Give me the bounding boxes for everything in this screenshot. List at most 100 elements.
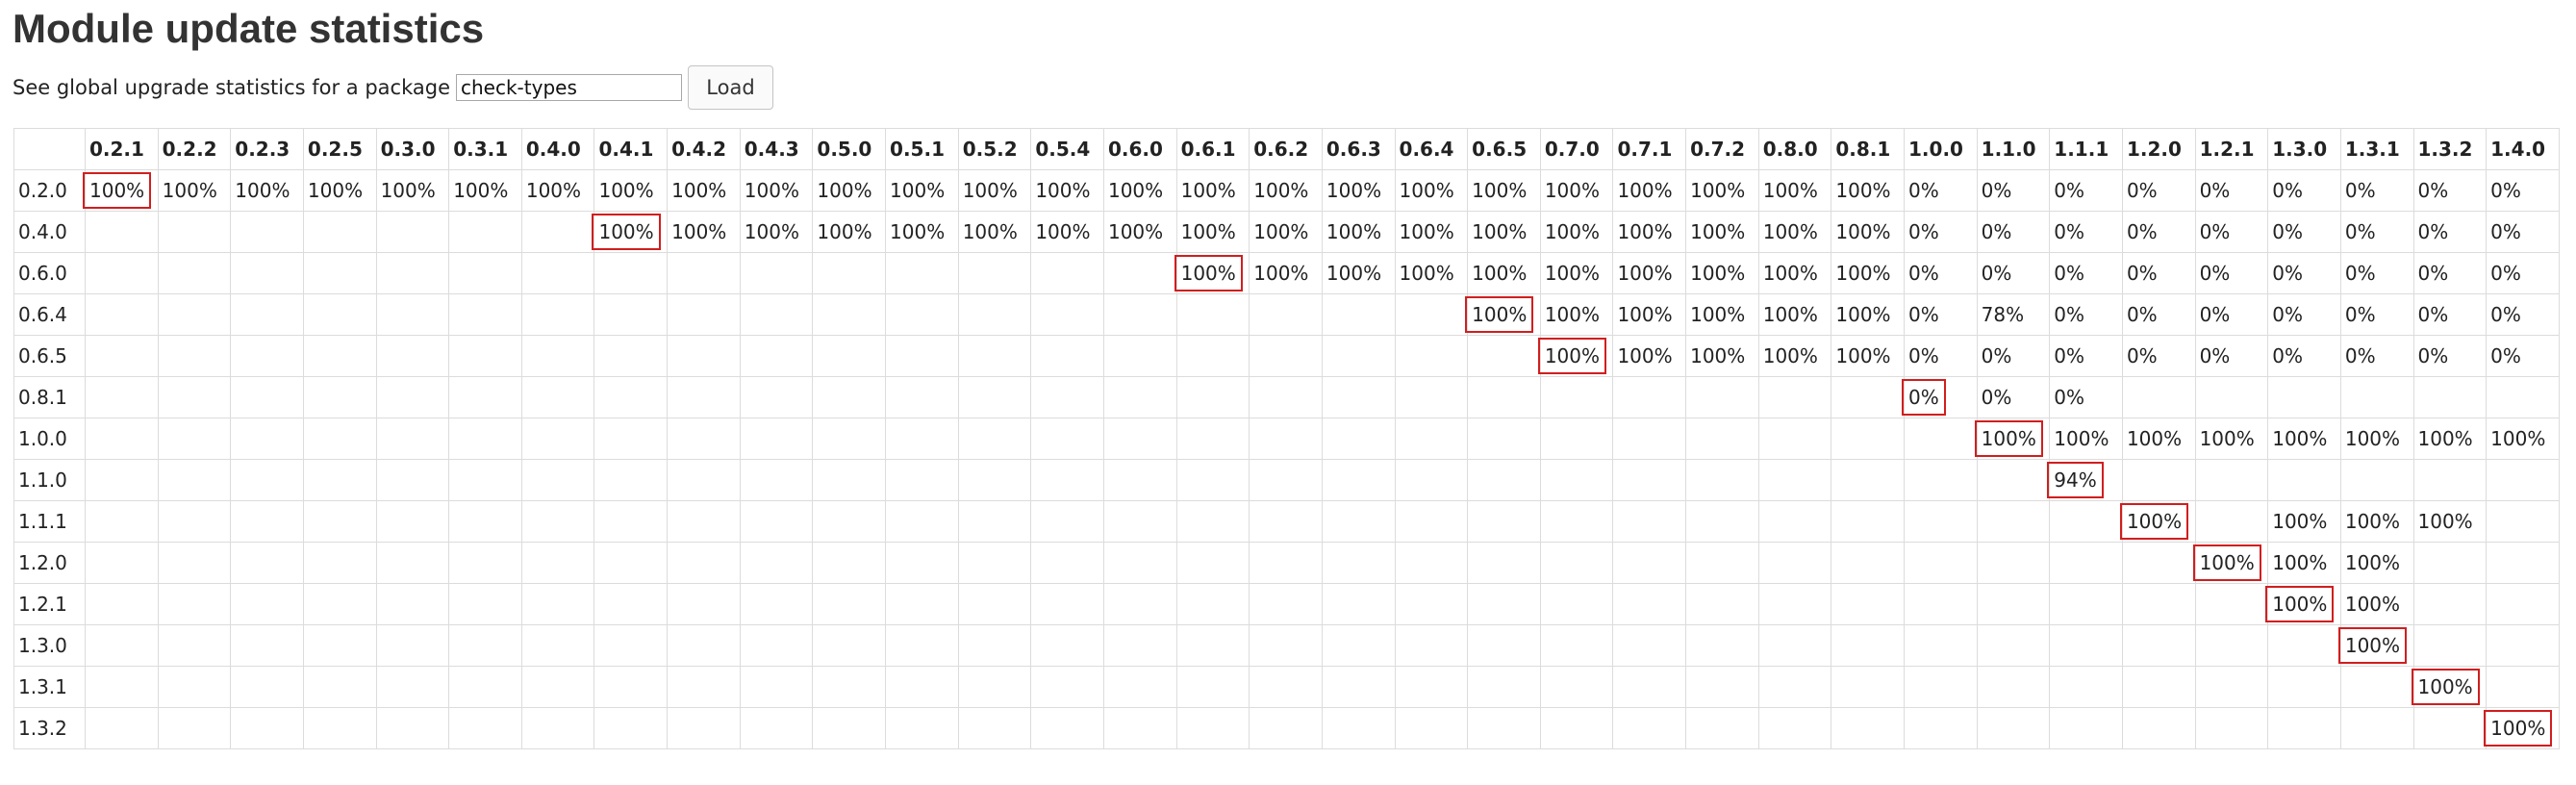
- percentage-cell: [230, 293, 304, 336]
- percentage-cell: [1685, 624, 1759, 667]
- percentage-cell: [1757, 500, 1832, 543]
- percentage-cell: [2049, 624, 2123, 667]
- cell-value: 0%: [2417, 303, 2449, 326]
- table-row: 1.2.1 100% 100%: [13, 583, 2560, 625]
- cell-value: 0%: [2490, 344, 2521, 367]
- cell-value: 0%: [1908, 344, 1939, 367]
- cell-value: 100%: [1326, 220, 1382, 243]
- percentage-cell: [520, 583, 595, 625]
- percentage-cell: [1685, 376, 1759, 418]
- column-header: 0.7.0: [1539, 128, 1614, 170]
- percentage-cell: [1831, 707, 1906, 749]
- column-header: 1.4.0: [2486, 128, 2560, 170]
- percentage-cell: [85, 376, 159, 418]
- cell-value: 0%: [2417, 179, 2449, 202]
- cell-value: 100%: [1174, 255, 1243, 291]
- percentage-cell: [957, 583, 1032, 625]
- column-header: 0.4.1: [593, 128, 669, 170]
- percentage-cell: 100%: [812, 211, 887, 253]
- percentage-cell: 100%: [1757, 169, 1832, 212]
- percentage-cell: [1175, 293, 1250, 336]
- percentage-cell: [1539, 542, 1614, 584]
- percentage-cell: [1030, 583, 1104, 625]
- cell-value: 100%: [1472, 179, 1528, 202]
- percentage-cell: [230, 252, 304, 294]
- column-header: 0.5.0: [812, 128, 887, 170]
- percentage-cell: [593, 624, 669, 667]
- percentage-cell: [85, 418, 159, 460]
- percentage-cell: [667, 335, 741, 377]
- percentage-cell: [1831, 418, 1906, 460]
- percentage-cell: [448, 376, 522, 418]
- percentage-cell: 0%: [2486, 169, 2560, 212]
- percentage-cell: [1539, 418, 1614, 460]
- cell-value: 100%: [453, 179, 509, 202]
- percentage-cell: [2121, 459, 2196, 501]
- cell-value: 100%: [1326, 262, 1382, 285]
- package-name-input[interactable]: [456, 74, 682, 101]
- percentage-cell: 100%: [1831, 335, 1906, 377]
- percentage-cell: [593, 293, 669, 336]
- percentage-cell: [1394, 500, 1469, 543]
- percentage-cell: [1612, 624, 1687, 667]
- percentage-cell: 100%: [1685, 335, 1759, 377]
- percentage-cell: [520, 211, 595, 253]
- percentage-cell: [1249, 335, 1323, 377]
- cell-value: 100%: [2272, 510, 2328, 533]
- column-header: 1.3.2: [2412, 128, 2488, 170]
- cell-value: 100%: [1762, 344, 1818, 367]
- cell-value: 100%: [1690, 344, 1746, 367]
- percentage-cell: [1394, 707, 1469, 749]
- percentage-cell: [957, 459, 1032, 501]
- table-row: 1.1.0 94%: [13, 459, 2560, 501]
- percentage-cell: [2412, 583, 2488, 625]
- percentage-cell: [1831, 624, 1906, 667]
- percentage-cell: [520, 666, 595, 708]
- cell-value: 100%: [2126, 427, 2183, 450]
- percentage-cell: [1321, 459, 1396, 501]
- cell-value: 100%: [2411, 669, 2480, 705]
- percentage-cell: 0%: [2049, 376, 2123, 418]
- cell-value: 0%: [2344, 179, 2376, 202]
- table-row: 1.3.0 100%: [13, 624, 2560, 667]
- percentage-cell: [375, 459, 450, 501]
- percentage-cell: [1467, 376, 1541, 418]
- percentage-cell: [1976, 666, 2051, 708]
- percentage-cell: [1249, 666, 1323, 708]
- cell-value: 100%: [1690, 303, 1746, 326]
- percentage-cell: 100%: [520, 169, 595, 212]
- percentage-cell: [739, 624, 814, 667]
- cell-value: 0%: [2126, 179, 2158, 202]
- cell-value: 100%: [1399, 262, 1454, 285]
- percentage-cell: [375, 666, 450, 708]
- cell-value: 0%: [2417, 220, 2449, 243]
- percentage-cell: [302, 252, 377, 294]
- cell-value: 100%: [1472, 220, 1528, 243]
- percentage-cell: [1394, 542, 1469, 584]
- percentage-cell: [2339, 459, 2414, 501]
- percentage-cell: 100%: [1394, 252, 1469, 294]
- percentage-cell: 0%: [2194, 252, 2269, 294]
- cell-value: 100%: [1035, 179, 1091, 202]
- corner-cell: [13, 128, 86, 170]
- percentage-cell: [448, 252, 522, 294]
- cell-value: 100%: [1974, 420, 2043, 457]
- percentage-cell: 100%: [1612, 293, 1687, 336]
- percentage-cell: [520, 707, 595, 749]
- percentage-cell: [739, 252, 814, 294]
- percentage-cell: [157, 335, 232, 377]
- percentage-cell: 0%: [1976, 211, 2051, 253]
- load-button[interactable]: Load: [688, 65, 773, 110]
- percentage-cell: [157, 666, 232, 708]
- percentage-cell: 100%: [1831, 252, 1906, 294]
- percentage-cell: [667, 418, 741, 460]
- percentage-cell: [302, 376, 377, 418]
- cell-value: 100%: [2344, 427, 2401, 450]
- percentage-cell: 100%: [2194, 418, 2269, 460]
- percentage-cell: 100%: [2339, 542, 2414, 584]
- percentage-cell: [1757, 459, 1832, 501]
- percentage-cell: [520, 335, 595, 377]
- percentage-cell: [885, 376, 959, 418]
- percentage-cell: 100%: [1539, 293, 1614, 336]
- row-header: 1.3.0: [13, 624, 86, 667]
